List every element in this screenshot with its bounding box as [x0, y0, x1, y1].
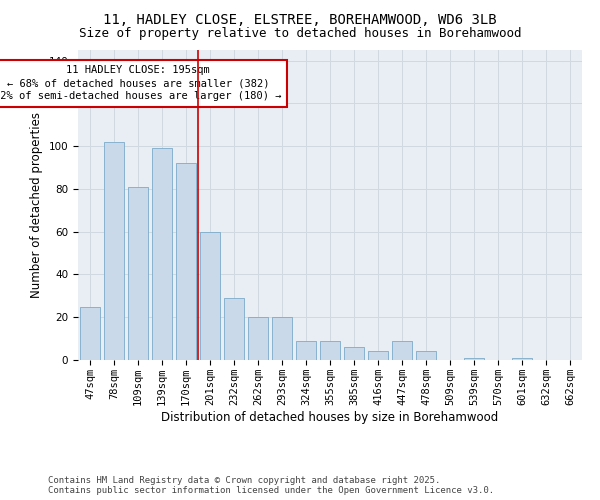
Bar [80, 306, 100, 360]
Bar [344, 347, 364, 360]
Bar [512, 358, 532, 360]
Text: 11 HADLEY CLOSE: 195sqm
← 68% of detached houses are smaller (382)
32% of semi-d: 11 HADLEY CLOSE: 195sqm ← 68% of detache… [0, 65, 282, 102]
Bar [104, 142, 124, 360]
Bar [248, 317, 268, 360]
Bar [464, 358, 484, 360]
Text: 11, HADLEY CLOSE, ELSTREE, BOREHAMWOOD, WD6 3LB: 11, HADLEY CLOSE, ELSTREE, BOREHAMWOOD, … [103, 12, 497, 26]
Text: Size of property relative to detached houses in Borehamwood: Size of property relative to detached ho… [79, 28, 521, 40]
X-axis label: Distribution of detached houses by size in Borehamwood: Distribution of detached houses by size … [161, 410, 499, 424]
Text: Contains HM Land Registry data © Crown copyright and database right 2025.
Contai: Contains HM Land Registry data © Crown c… [48, 476, 494, 495]
Bar [320, 341, 340, 360]
Bar [224, 298, 244, 360]
Bar [200, 232, 220, 360]
Bar [296, 341, 316, 360]
Bar [152, 148, 172, 360]
Bar [176, 164, 196, 360]
Bar [128, 187, 148, 360]
Bar [392, 341, 412, 360]
Y-axis label: Number of detached properties: Number of detached properties [30, 112, 43, 298]
Bar [272, 317, 292, 360]
Bar [416, 352, 436, 360]
Bar [368, 352, 388, 360]
